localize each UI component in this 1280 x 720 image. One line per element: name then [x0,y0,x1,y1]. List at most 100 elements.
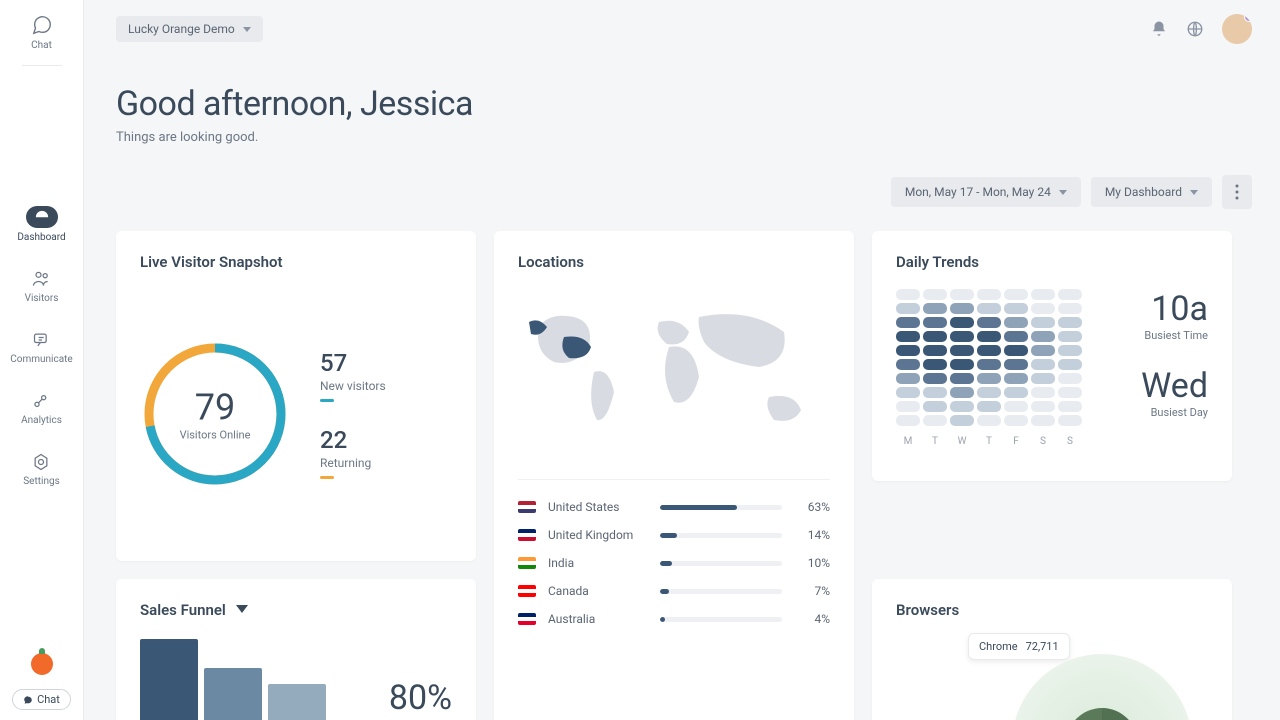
heatmap-cell [1004,303,1028,314]
nav-label: Communicate [10,354,72,365]
country-pct: 14% [794,528,830,542]
kebab-icon [1235,184,1239,200]
browsers-card: Browsers Chrome 72,711 [872,579,1232,720]
heatmap-cell [923,373,947,384]
trends-heatmap [896,289,1082,426]
visitors-icon [30,269,52,289]
heatmap-cell [977,345,1001,356]
heatmap-cell [1058,289,1082,300]
new-visitors-stat: 57 New visitors [320,349,386,402]
heatmap-cell [896,387,920,398]
more-menu-button[interactable] [1222,175,1252,209]
country-bar [660,617,782,622]
funnel-bar [140,639,198,720]
avatar[interactable] [1222,14,1252,44]
heatmap-day: W [950,436,974,447]
flag-icon [518,613,536,625]
chrome-icon [1062,704,1142,720]
busiest-day-stat: Wed Busiest Day [1141,366,1208,419]
heatmap-cell [1031,331,1055,342]
country-row: Australia4% [518,612,830,626]
heatmap-cell [1058,345,1082,356]
heatmap-cell [896,317,920,328]
funnel-bars [140,637,326,720]
heatmap-cell [1004,289,1028,300]
flag-icon [518,529,536,541]
chevron-down-icon[interactable] [236,605,248,615]
heatmap-cell [1058,359,1082,370]
country-bar [660,561,782,566]
heatmap-day: T [977,436,1001,447]
heatmap-day: F [1004,436,1028,447]
date-range-picker[interactable]: Mon, May 17 - Mon, May 24 [891,177,1081,207]
nav-analytics[interactable]: Analytics [21,391,62,426]
locations-card: Locations United States63%United Kingdom… [494,231,854,720]
heatmap-day: M [896,436,920,447]
heatmap-cell [1031,289,1055,300]
heatmap-cell [1058,331,1082,342]
heatmap-cell [896,415,920,426]
dashboard-select-label: My Dashboard [1105,185,1182,199]
country-bar [660,505,782,510]
heatmap-cell [896,345,920,356]
heatmap-cell [1004,401,1028,412]
nav-settings[interactable]: Settings [23,452,60,487]
chevron-down-icon [1190,190,1198,195]
heatmap-cell [896,373,920,384]
dashboard-select[interactable]: My Dashboard [1091,177,1212,207]
globe-icon[interactable] [1186,20,1204,38]
heatmap-cell [950,401,974,412]
heatmap-cell [1004,345,1028,356]
country-bar [660,589,782,594]
heatmap-cell [1031,345,1055,356]
heatmap-cell [923,303,947,314]
country-name: Australia [548,612,648,626]
nav-communicate[interactable]: Communicate [10,330,72,365]
heatmap-cell [1004,415,1028,426]
chat-icon-link[interactable]: Chat [31,14,53,51]
demo-selector[interactable]: Lucky Orange Demo [116,16,263,42]
completion-pct: 80% [389,678,452,718]
card-title: Live Visitor Snapshot [140,253,452,271]
heatmap-cell [1004,317,1028,328]
nav-label: Analytics [21,415,62,426]
heatmap-cell [977,415,1001,426]
funnel-bar [204,668,262,720]
browser-tooltip: Chrome 72,711 [968,633,1070,660]
communicate-icon [31,330,53,350]
heatmap-cell [950,303,974,314]
heatmap-cell [977,373,1001,384]
heatmap-cell [1031,373,1055,384]
heatmap-cell [1004,359,1028,370]
bell-icon[interactable] [1150,20,1168,38]
heatmap-cell [896,303,920,314]
page-title: Good afternoon, Jessica [116,84,1252,124]
heatmap-cell [923,359,947,370]
heatmap-cell [977,317,1001,328]
lucky-orange-logo[interactable] [31,653,53,675]
heatmap-cell [950,345,974,356]
busiest-day-label: Busiest Day [1141,406,1208,419]
browser-chart [1012,654,1192,720]
nav-label: Settings [23,476,60,487]
chevron-down-icon [243,27,251,32]
country-bar [660,533,782,538]
chat-pill[interactable]: Chat [12,689,71,710]
heatmap-cell [923,345,947,356]
flag-icon [518,585,536,597]
nav-dashboard[interactable]: Dashboard [17,206,65,243]
main: Lucky Orange Demo Good afternoon, Jessic… [84,0,1280,720]
greeting: Good afternoon, Jessica Things are looki… [116,84,1252,145]
nav-visitors[interactable]: Visitors [25,269,59,304]
tooltip-name: Chrome [979,640,1018,653]
country-name: Canada [548,584,648,598]
chat-pill-label: Chat [37,693,60,706]
heatmap-cell [977,303,1001,314]
country-row: India10% [518,556,830,570]
heatmap-day-labels: MTWTFSS [896,436,1082,447]
analytics-icon [31,391,53,411]
heatmap-cell [1031,317,1055,328]
heatmap-cell [977,401,1001,412]
flag-icon [518,557,536,569]
heatmap-cell [977,289,1001,300]
